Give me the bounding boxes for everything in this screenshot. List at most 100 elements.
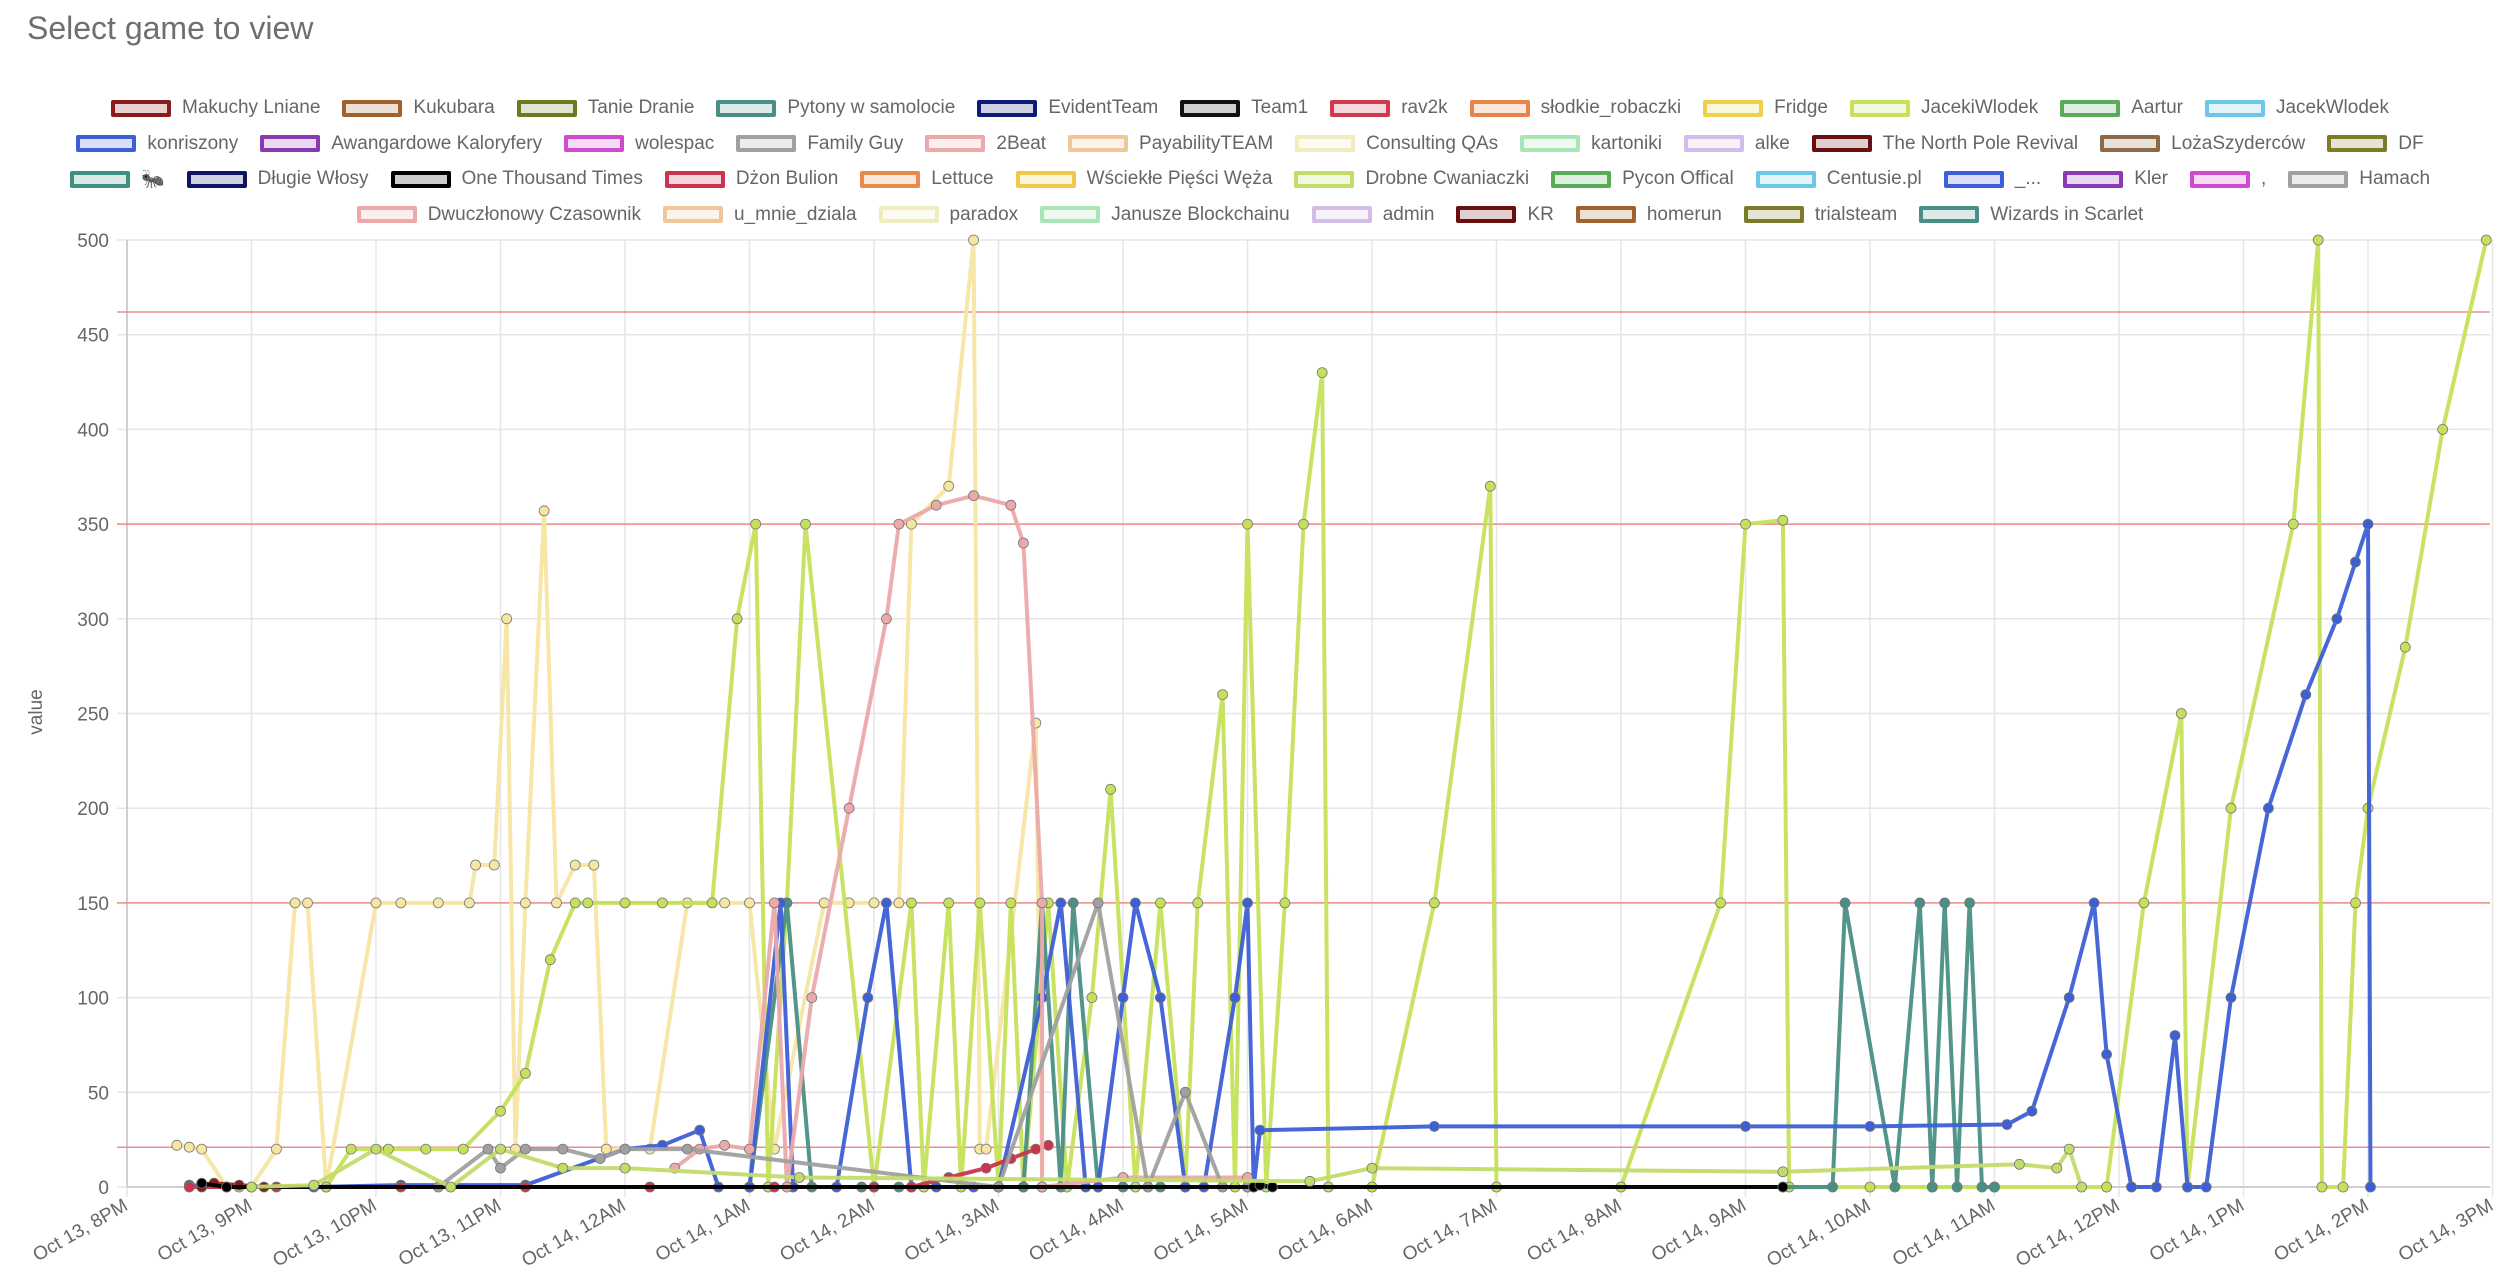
legend-item[interactable]: KR [1456, 204, 1554, 226]
data-point[interactable] [943, 480, 955, 492]
legend-item[interactable]: 🐜 [69, 167, 165, 191]
data-point[interactable] [769, 897, 780, 909]
data-point[interactable] [806, 992, 818, 1003]
data-point[interactable] [719, 1139, 730, 1151]
data-point[interactable] [2300, 689, 2312, 700]
data-point[interactable] [968, 234, 979, 246]
data-point[interactable] [1951, 1181, 1963, 1193]
legend-item[interactable]: Pytony w samolocie [716, 97, 955, 119]
data-point[interactable] [1740, 518, 1751, 530]
legend-item[interactable]: Dwuczłonowy Czasownik [356, 204, 641, 226]
data-point[interactable] [1155, 897, 1166, 909]
data-point[interactable] [1005, 897, 1017, 909]
data-point[interactable] [2001, 1119, 2013, 1130]
legend-item[interactable]: admin [1311, 204, 1434, 226]
data-point[interactable] [1179, 1086, 1191, 1098]
legend-item[interactable]: DF [2327, 133, 2424, 155]
data-point[interactable] [370, 1143, 382, 1155]
data-point[interactable] [1267, 1181, 1278, 1193]
data-point[interactable] [2312, 234, 2324, 246]
data-point[interactable] [1042, 1139, 1054, 1151]
data-point[interactable] [551, 897, 562, 909]
legend-item[interactable]: Długie Włosy [186, 168, 369, 190]
data-point[interactable] [843, 802, 855, 814]
data-point[interactable] [1254, 1124, 1266, 1136]
data-point[interactable] [1914, 897, 1926, 909]
data-point[interactable] [1366, 1162, 1378, 1174]
legend-item[interactable]: Team1 [1180, 97, 1308, 119]
data-point[interactable] [893, 897, 905, 909]
legend-item[interactable]: słodkie_robaczki [1469, 97, 1681, 119]
data-point[interactable] [495, 1143, 506, 1155]
data-point[interactable] [2200, 1181, 2212, 1193]
data-point[interactable] [395, 897, 407, 909]
legend-item[interactable]: Family Guy [736, 133, 903, 155]
data-point[interactable] [2331, 613, 2343, 625]
data-point[interactable] [196, 1177, 208, 1189]
data-point[interactable] [457, 1143, 469, 1155]
data-point[interactable] [943, 897, 955, 909]
data-point[interactable] [1777, 514, 1789, 526]
data-point[interactable] [1005, 499, 1017, 511]
data-point[interactable] [2365, 1181, 2376, 1193]
legend-item[interactable]: 2Beat [925, 133, 1046, 155]
legend-item[interactable]: trialsteam [1743, 204, 1897, 226]
data-point[interactable] [183, 1181, 195, 1193]
data-point[interactable] [1092, 897, 1104, 909]
data-point[interactable] [1976, 1181, 1988, 1193]
data-point[interactable] [2337, 1181, 2349, 1193]
data-point[interactable] [1740, 1121, 1751, 1132]
data-point[interactable] [1217, 689, 1228, 700]
data-point[interactable] [2287, 518, 2299, 530]
data-point[interactable] [1229, 992, 1241, 1003]
data-point[interactable] [980, 1143, 992, 1155]
data-point[interactable] [1839, 897, 1851, 909]
data-point[interactable] [2175, 708, 2187, 719]
data-point[interactable] [2437, 423, 2449, 435]
data-point[interactable] [1989, 1181, 2000, 1193]
data-point[interactable] [594, 1153, 606, 1164]
legend-item[interactable]: alke [1683, 133, 1790, 155]
data-point[interactable] [569, 859, 581, 871]
legend-item[interactable]: kartoniki [1520, 133, 1662, 155]
legend-item[interactable]: Centusie.pl [1755, 168, 1922, 190]
data-point[interactable] [1192, 897, 1204, 909]
data-point[interactable] [719, 897, 730, 909]
legend-item[interactable]: Kukubara [342, 97, 495, 119]
data-point[interactable] [2225, 802, 2237, 814]
data-point[interactable] [1086, 992, 1098, 1003]
data-point[interactable] [2350, 556, 2361, 568]
data-point[interactable] [246, 1181, 257, 1193]
data-point[interactable] [800, 518, 811, 530]
data-point[interactable] [657, 897, 668, 909]
data-point[interactable] [1055, 897, 1067, 909]
legend-item[interactable]: paradox [878, 204, 1018, 226]
data-point[interactable] [1117, 992, 1129, 1003]
data-point[interactable] [2169, 1030, 2181, 1041]
data-point[interactable] [557, 1162, 569, 1174]
legend-item[interactable]: Consulting QAs [1295, 133, 1498, 155]
data-point[interactable] [862, 992, 874, 1003]
data-point[interactable] [520, 1068, 531, 1079]
data-point[interactable] [1130, 897, 1141, 909]
data-point[interactable] [2138, 897, 2150, 909]
data-point[interactable] [432, 897, 444, 909]
legend-item[interactable]: _... [1943, 168, 2041, 190]
data-point[interactable] [1715, 897, 1726, 909]
data-point[interactable] [1889, 1181, 1901, 1193]
data-point[interactable] [731, 613, 743, 625]
data-point[interactable] [488, 859, 500, 871]
data-point[interactable] [569, 897, 581, 909]
legend-item[interactable]: Makuchy Lniane [111, 97, 320, 119]
series-line[interactable] [239, 238, 2489, 1189]
data-point[interactable] [930, 499, 942, 511]
data-point[interactable] [2063, 1143, 2075, 1155]
data-point[interactable] [1316, 367, 1328, 379]
legend-item[interactable]: u_mnie_dziala [662, 204, 857, 226]
data-point[interactable] [482, 1143, 494, 1155]
legend-item[interactable]: JacekWlodek [2204, 97, 2389, 119]
data-point[interactable] [2063, 992, 2075, 1003]
data-point[interactable] [1864, 1121, 1876, 1132]
legend-item[interactable]: The North Pole Revival [1811, 133, 2078, 155]
data-point[interactable] [2225, 992, 2237, 1003]
